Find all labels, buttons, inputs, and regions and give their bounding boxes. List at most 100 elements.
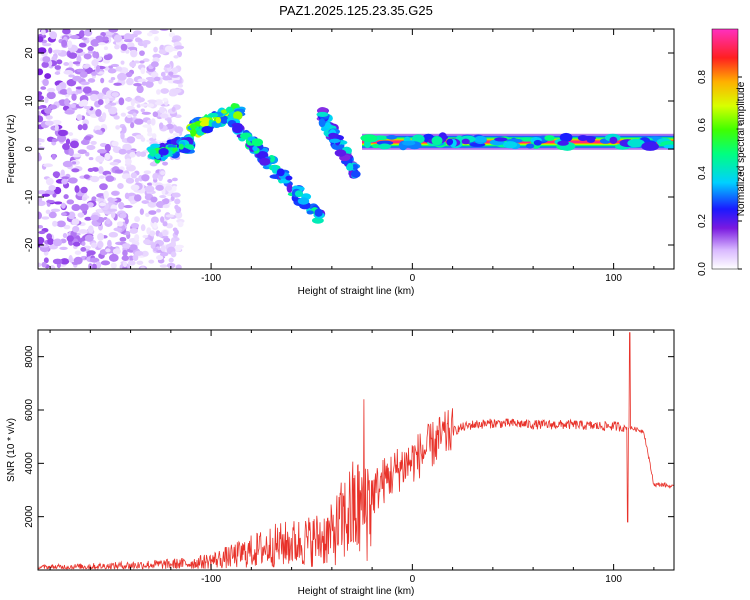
spectrogram-noise-mark	[117, 72, 127, 81]
spectrogram-noise-mark	[174, 45, 185, 50]
spectrogram-noise-mark	[124, 192, 130, 200]
spectrogram-noise-mark	[71, 161, 77, 165]
spectrogram-noise-mark	[77, 149, 87, 155]
spectrogram-signal-mark	[329, 138, 341, 143]
spectrogram-noise-mark	[171, 67, 179, 75]
spectrogram-noise-mark	[150, 61, 159, 68]
spectrogram-noise-mark	[120, 43, 128, 51]
spectrogram-noise-mark	[63, 62, 70, 66]
spectrogram-signal-mark	[351, 164, 359, 171]
spectrogram-signal-mark	[190, 128, 197, 137]
spectrogram-noise-mark	[110, 210, 116, 219]
spectrogram-noise-mark	[90, 214, 100, 221]
spectrogram-noise-mark	[105, 248, 111, 253]
spectrogram-noise-mark	[72, 75, 82, 82]
spectrogram-noise-mark	[38, 94, 45, 101]
spectrogram-noise-mark	[59, 246, 68, 251]
snr-ylabel: SNR (10 * v/v)	[6, 418, 17, 482]
spectrogram-noise-mark	[105, 218, 111, 225]
spectrogram-noise-mark	[101, 112, 107, 120]
spectrogram-noise-mark	[77, 124, 83, 131]
spectrogram-noise-mark	[129, 227, 139, 234]
spectrogram-noise-mark	[87, 225, 94, 234]
spectrogram-noise-mark	[147, 99, 157, 104]
spectrogram-noise-mark	[68, 148, 74, 157]
spectrogram-noise-mark	[61, 176, 70, 180]
spectrogram-noise-mark	[114, 169, 124, 174]
spectrogram-noise-mark	[141, 200, 150, 204]
spectrogram-noise-mark	[130, 49, 138, 58]
spectrogram-noise-mark	[90, 90, 100, 95]
spectrogram-noise-mark	[98, 175, 105, 179]
spectrogram-signal-mark	[286, 184, 293, 193]
spectrogram-noise-mark	[62, 29, 71, 35]
spectrogram-noise-mark	[41, 61, 49, 68]
spectrogram-noise-mark	[126, 77, 134, 86]
spectrogram-noise-mark	[67, 40, 73, 49]
spectrogram-noise-mark	[54, 124, 59, 131]
spectrogram-noise-mark	[52, 49, 62, 54]
spectrogram-noise-mark	[105, 175, 115, 182]
spectrogram-noise-mark	[64, 109, 75, 115]
spectrogram-carrier-mark	[386, 135, 398, 140]
colorbar-tick-label: 0.6	[697, 118, 708, 132]
spectrogram-carrier-mark	[557, 140, 569, 146]
spectrogram-noise-mark	[57, 134, 67, 143]
spectrogram-noise-mark	[125, 49, 130, 54]
spectrogram-signal-mark	[311, 217, 324, 224]
spectrogram-carrier-mark	[360, 134, 378, 142]
spectrogram-signal-mark	[328, 132, 339, 139]
spectrogram-noise-mark	[80, 81, 90, 86]
spectrogram-noise-mark	[159, 264, 168, 268]
spectrogram-signal-mark	[294, 190, 304, 198]
spectrogram-noise-mark	[68, 52, 78, 59]
spectrogram-noise-mark	[120, 132, 125, 140]
snr-xlabel: Height of straight line (km)	[298, 586, 415, 597]
spectrogram-noise-mark	[87, 78, 96, 83]
spectrogram-noise-mark	[53, 201, 63, 205]
spectrogram-noise-mark	[147, 103, 155, 108]
spectrogram-noise-mark	[40, 29, 46, 36]
spectrogram-noise-mark	[38, 211, 43, 220]
spectrogram-noise-mark	[100, 77, 105, 84]
spectrogram-signal-mark	[306, 210, 314, 215]
spectrogram-noise-mark	[102, 95, 108, 100]
spectrogram-noise-mark	[134, 216, 141, 223]
spectrogram-ytick-label: -10	[24, 189, 35, 204]
spectrogram-noise-mark	[91, 71, 97, 76]
spectrogram-noise-mark	[45, 115, 53, 120]
spectrogram-noise-mark	[108, 231, 119, 238]
spectrogram-noise-mark	[48, 211, 57, 219]
spectrogram-noise-mark	[78, 42, 87, 48]
spectrogram-noise-mark	[126, 136, 136, 144]
spectrogram-noise-mark	[76, 55, 82, 64]
spectrogram-noise-mark	[129, 151, 136, 158]
spectrogram-signal-mark	[215, 117, 222, 124]
spectrogram-noise-mark	[90, 93, 98, 102]
spectrogram-noise-mark	[119, 236, 127, 242]
spectrogram-noise-mark	[91, 263, 97, 269]
spectrogram-noise-mark	[38, 225, 44, 229]
spectrogram-noise-mark	[140, 137, 146, 142]
spectrogram-noise-mark	[52, 171, 61, 178]
spectrogram-noise-mark	[127, 46, 138, 51]
spectrogram-noise-mark	[137, 78, 147, 83]
spectrogram-noise-mark	[100, 260, 111, 266]
spectrogram-noise-mark	[60, 212, 67, 217]
spectrogram-noise-mark	[49, 265, 56, 269]
spectrogram-noise-mark	[140, 224, 146, 232]
spectrogram-noise-mark	[165, 185, 173, 191]
spectrogram-noise-mark	[83, 105, 92, 110]
spectrogram-noise-mark	[86, 250, 96, 256]
spectrogram-noise-mark	[91, 59, 99, 67]
spectrogram-noise-mark	[115, 66, 123, 72]
spectrogram-noise-mark	[71, 93, 77, 101]
snr-xtick-label: 100	[605, 574, 622, 585]
spectrogram-noise-mark	[38, 115, 44, 123]
spectrogram-noise-mark	[142, 58, 150, 62]
spectrogram-noise-mark	[108, 29, 119, 33]
spectrogram-signal-mark	[314, 208, 323, 217]
spectrogram-noise-mark	[168, 32, 176, 38]
spectrogram-noise-mark	[153, 36, 159, 42]
spectrogram-noise-mark	[40, 86, 47, 90]
